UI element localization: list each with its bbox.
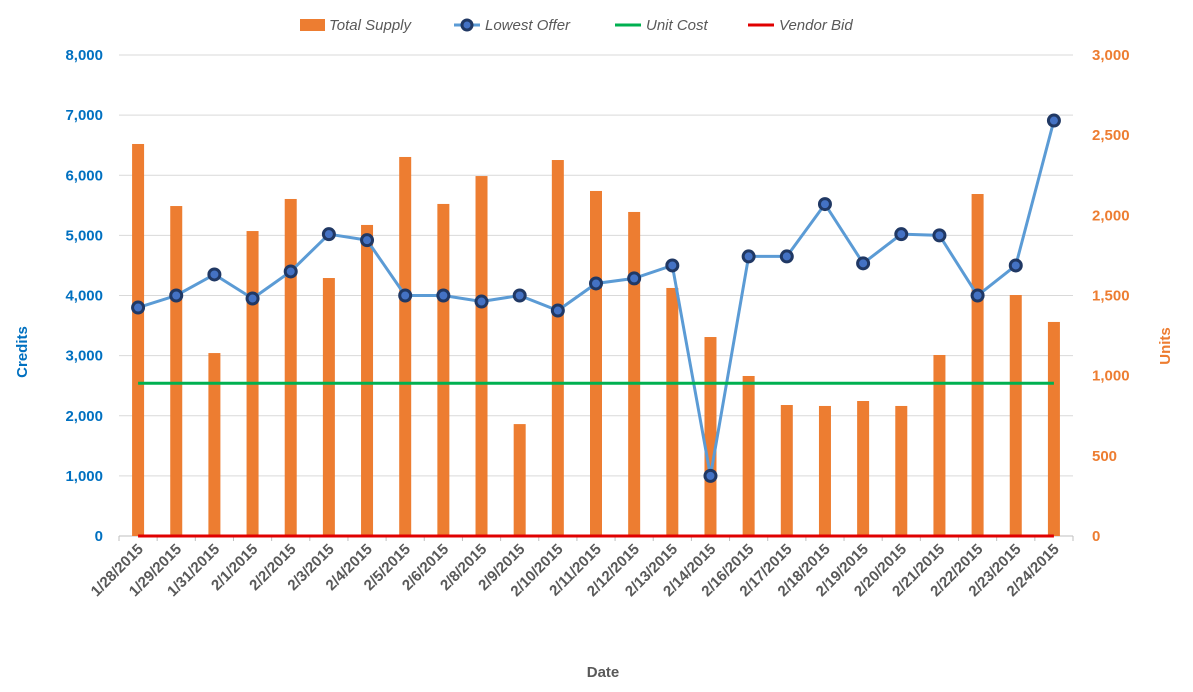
point-lowest-offer [817,197,832,212]
bar-total-supply [475,176,488,536]
point-lowest-offer [703,468,718,483]
point-lowest-offer [512,288,527,303]
y-left-tick-label: 6,000 [65,167,103,184]
point-lowest-offer [779,249,794,264]
y-left-tick-label: 7,000 [65,107,103,124]
y-left-tick-label: 0 [95,528,103,545]
bar-total-supply [1047,321,1060,536]
y-right-tick-label: 2,000 [1092,207,1130,224]
legend-label-lowest-offer: Lowest Offer [485,17,571,34]
y-left-tick-label: 1,000 [65,468,103,485]
bar-total-supply [132,143,145,537]
bar-total-supply [361,224,374,536]
bar-total-supply [170,206,183,536]
legend-marker-lowest-offer [460,18,474,32]
bar-total-supply [628,211,641,536]
point-lowest-offer [665,258,680,273]
point-lowest-offer [856,256,871,271]
legend-label-total-supply: Total Supply [329,17,413,34]
point-lowest-offer [894,227,909,242]
point-lowest-offer [1008,258,1023,273]
y-left-tick-label: 3,000 [65,348,103,365]
point-lowest-offer [1046,113,1061,128]
bar-total-supply [437,203,450,537]
bar-total-supply [971,194,984,536]
bar-total-supply [780,405,793,536]
bar-total-supply [895,405,908,536]
legend: Total Supply Lowest Offer Unit Cost Vendor … [300,17,853,34]
bar-total-supply [322,278,335,536]
x-axis-title: Date [587,664,620,681]
x-axis-ticks: 1/28/20151/29/20151/31/20152/1/20152/2/2… [88,541,1063,600]
point-lowest-offer [589,276,603,291]
bar-total-supply [666,287,679,536]
right-axis-ticks: 0 500 1,000 1,500 2,000 2,500 3,000 [1092,47,1130,545]
point-lowest-offer [321,227,336,242]
point-lowest-offer [207,267,222,282]
bar-total-supply [590,190,602,537]
bar-total-supply [704,337,717,536]
bar-total-supply [933,354,946,536]
y-left-tick-label: 2,000 [65,408,103,425]
y-left-tick-label: 5,000 [65,227,103,244]
y-right-tick-label: 2,500 [1092,127,1130,144]
point-lowest-offer [627,271,642,286]
left-axis-ticks: 0 1,000 2,000 3,000 4,000 5,000 6,000 7,000 8,00… [65,47,103,545]
bar-total-supply [818,405,831,536]
y-right-tick-label: 3,000 [1092,47,1130,64]
total-supply-bars [132,143,1060,537]
y-axis-right-title: Units [1157,327,1174,365]
bar-total-supply [551,160,564,537]
point-lowest-offer [436,288,451,303]
bar-total-supply [208,353,221,536]
legend-swatch-total-supply [300,19,325,31]
point-lowest-offer [245,291,260,306]
bar-total-supply [284,198,297,536]
bar-total-supply [399,156,412,537]
y-right-tick-label: 1,500 [1092,288,1130,305]
point-lowest-offer [474,294,489,309]
y-right-tick-label: 0 [1092,528,1100,545]
point-lowest-offer [741,249,756,264]
y-right-tick-label: 500 [1092,448,1117,465]
y-left-tick-label: 8,000 [65,47,103,64]
y-right-tick-label: 1,000 [1092,368,1130,385]
point-lowest-offer [169,288,184,303]
y-axis-left-title: Credits [14,326,31,378]
point-lowest-offer [283,264,298,279]
legend-label-vendor-bid: Vendor Bid [779,17,853,34]
point-lowest-offer [550,303,565,318]
point-lowest-offer [932,228,947,243]
bar-total-supply [742,375,755,536]
point-lowest-offer [398,288,413,303]
bar-total-supply [1009,295,1022,536]
y-left-tick-label: 4,000 [65,288,103,305]
point-lowest-offer [970,288,985,303]
legend-label-unit-cost: Unit Cost [646,17,709,34]
point-lowest-offer [131,300,146,315]
line-series [131,113,1061,538]
bar-total-supply [513,424,526,536]
point-lowest-offer [360,233,375,248]
bar-total-supply [857,400,870,536]
